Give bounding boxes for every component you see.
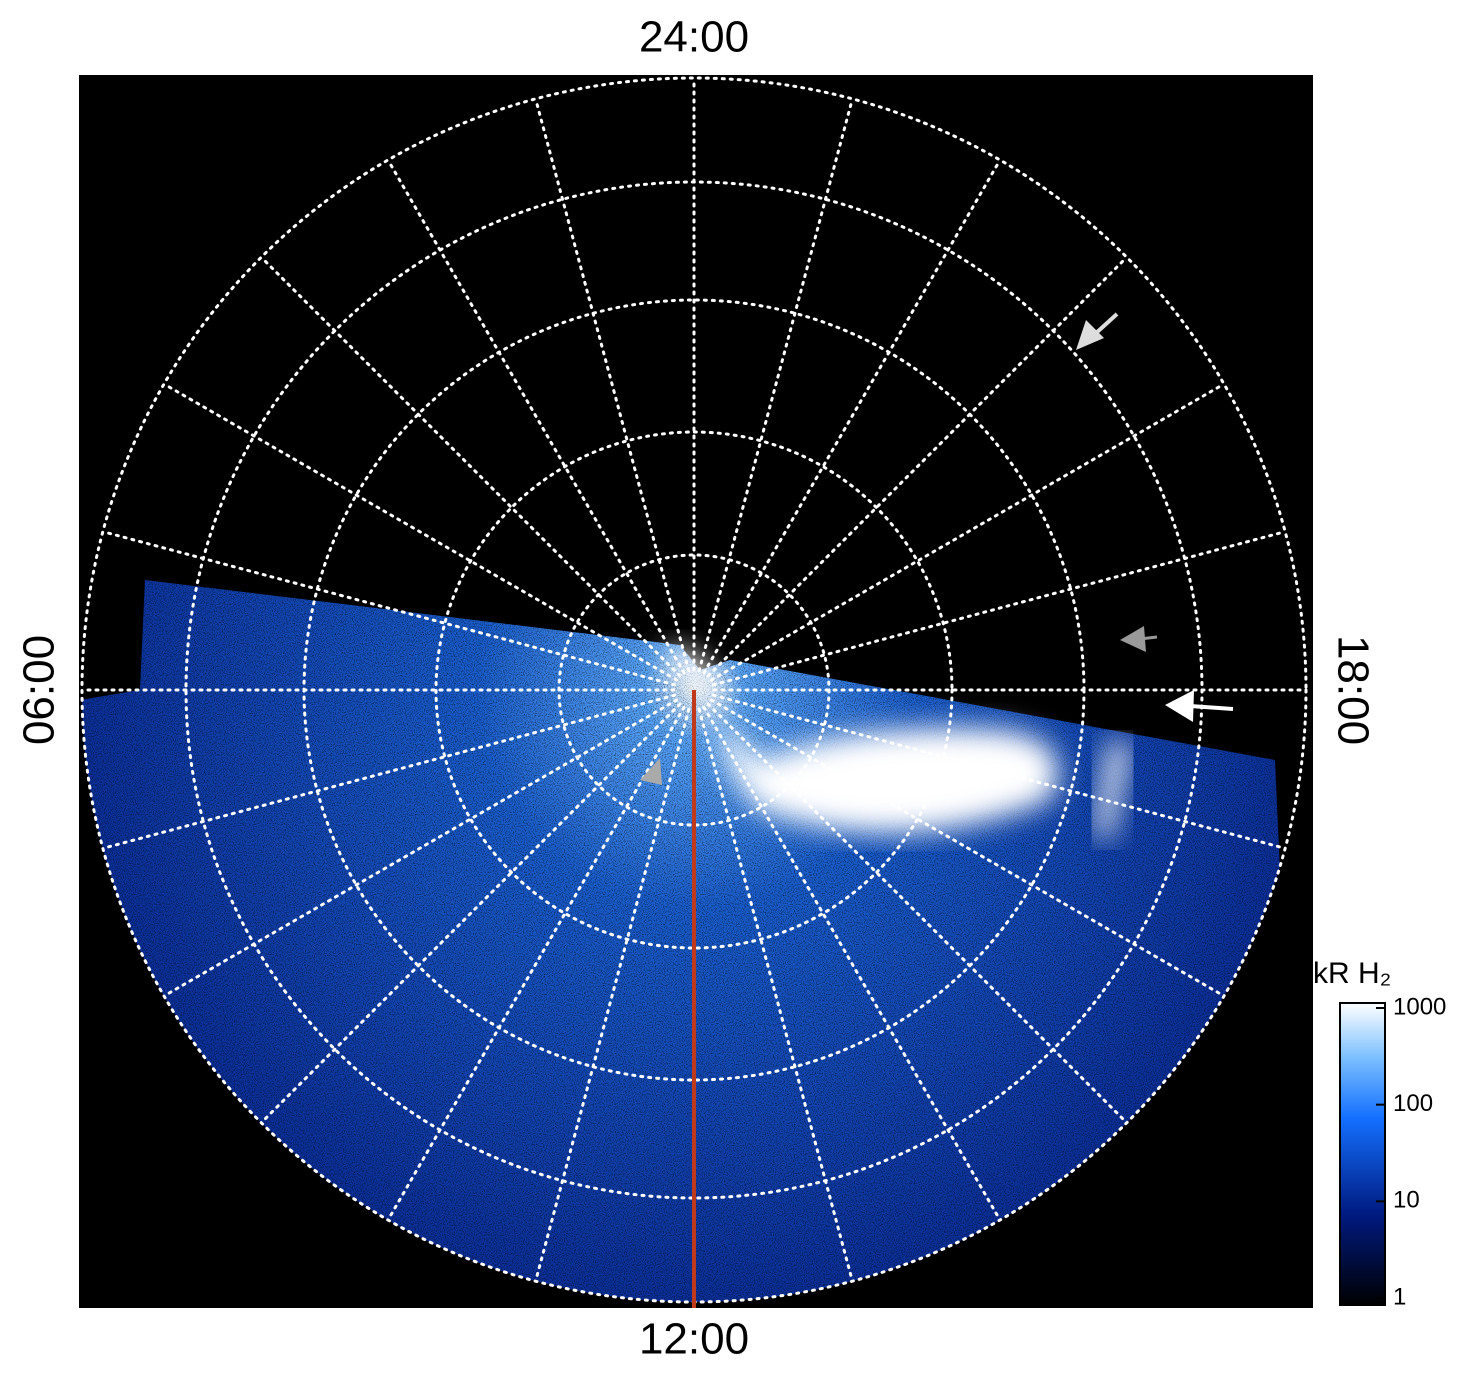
aurora-emission xyxy=(82,580,1300,1302)
meridian xyxy=(711,530,1287,687)
meridian xyxy=(101,693,677,850)
colorbar-title: kR H₂ xyxy=(1313,957,1391,990)
meridian xyxy=(697,97,854,673)
colorbar xyxy=(1339,1002,1386,1306)
meridian xyxy=(386,705,686,1222)
meridian xyxy=(709,382,1226,682)
meridian xyxy=(162,382,679,682)
colorbar-tick-label: 1000 xyxy=(1393,993,1446,1020)
meridian xyxy=(101,530,677,687)
meridian xyxy=(709,698,1226,998)
colorbar-tick-label: 10 xyxy=(1393,1187,1420,1214)
meridian xyxy=(706,702,1129,1125)
colorbar-tick-label: 1 xyxy=(1393,1283,1406,1310)
time-label-left: 06:00 xyxy=(15,635,64,745)
meridian xyxy=(697,707,854,1283)
meridian xyxy=(259,702,682,1125)
meridian xyxy=(711,693,1287,850)
time-label-top: 24:00 xyxy=(639,13,749,62)
meridian xyxy=(702,158,1002,675)
meridian xyxy=(162,698,679,998)
meridian xyxy=(534,97,691,673)
meridian xyxy=(706,255,1129,678)
arrows xyxy=(640,312,1234,785)
meridian xyxy=(534,707,691,1283)
time-label-right: 18:00 xyxy=(1328,635,1377,745)
colorbar-tick-label: 100 xyxy=(1393,1090,1433,1117)
meridian xyxy=(386,158,686,675)
meridian xyxy=(702,705,1002,1222)
meridian xyxy=(259,255,682,678)
time-label-bottom: 12:00 xyxy=(639,1315,749,1364)
longitude-grid xyxy=(80,76,1308,1304)
